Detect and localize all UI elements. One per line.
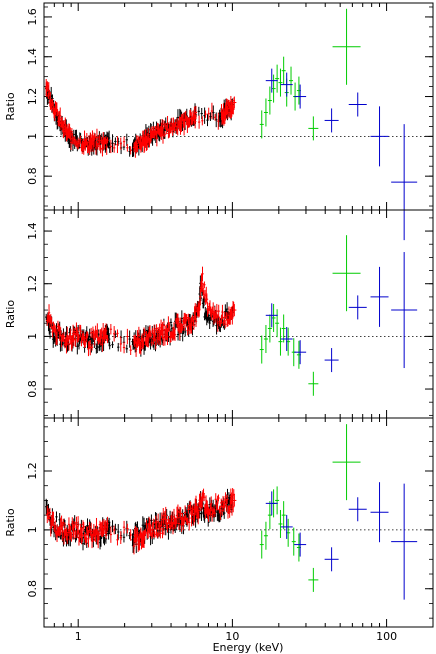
panel-middle: 0.8 1 1.2 1.4 Ratio xyxy=(4,209,434,419)
y-tick-label: 0.8 xyxy=(26,380,39,398)
x-axis-title: Energy (keV) xyxy=(213,641,284,654)
series-1 xyxy=(44,79,237,158)
series-2 xyxy=(259,8,361,141)
y-tick-label: 1.2 xyxy=(26,88,39,106)
panel-top: 0.8 1 1.2 1.4 1.6 Ratio xyxy=(4,2,434,241)
series-2 xyxy=(259,235,361,396)
y-tick-label: 1.2 xyxy=(26,275,39,293)
y-tick-label: 0.8 xyxy=(26,167,39,185)
y-tick-label: 1.6 xyxy=(26,8,39,26)
y-tick-label: 1 xyxy=(26,133,39,140)
y-tick-label: 1.2 xyxy=(26,462,39,480)
series-3 xyxy=(265,252,418,373)
series-3 xyxy=(265,68,418,241)
y-tick-label: 0.8 xyxy=(26,580,39,598)
series-2 xyxy=(259,424,361,592)
plot-frame xyxy=(43,2,434,211)
plot-frame xyxy=(43,209,434,419)
panels: 0.8 1 1.2 1.4 1.6 Ratio 0.8 1 1.2 1.4 Ratio 0.8 1 1.2… xyxy=(4,2,434,643)
panel-bottom: 0.8 1 1.2 1 10 100 Ratio xyxy=(4,417,434,643)
y-tick-label: 1 xyxy=(26,333,39,340)
x-tick-label: 100 xyxy=(376,630,397,643)
plot-frame xyxy=(43,417,434,628)
y-axis-title: Ratio xyxy=(4,300,17,329)
y-axis-title: Ratio xyxy=(4,508,17,537)
x-tick-label: 1 xyxy=(75,630,82,643)
x-tick-label: 10 xyxy=(225,630,239,643)
series-1 xyxy=(46,266,237,357)
y-axis-title: Ratio xyxy=(4,92,17,121)
y-tick-label: 1.4 xyxy=(26,222,39,240)
y-tick-label: 1 xyxy=(26,526,39,533)
series-1 xyxy=(46,488,237,555)
y-tick-label: 1.4 xyxy=(26,48,39,66)
series-3 xyxy=(265,482,418,600)
